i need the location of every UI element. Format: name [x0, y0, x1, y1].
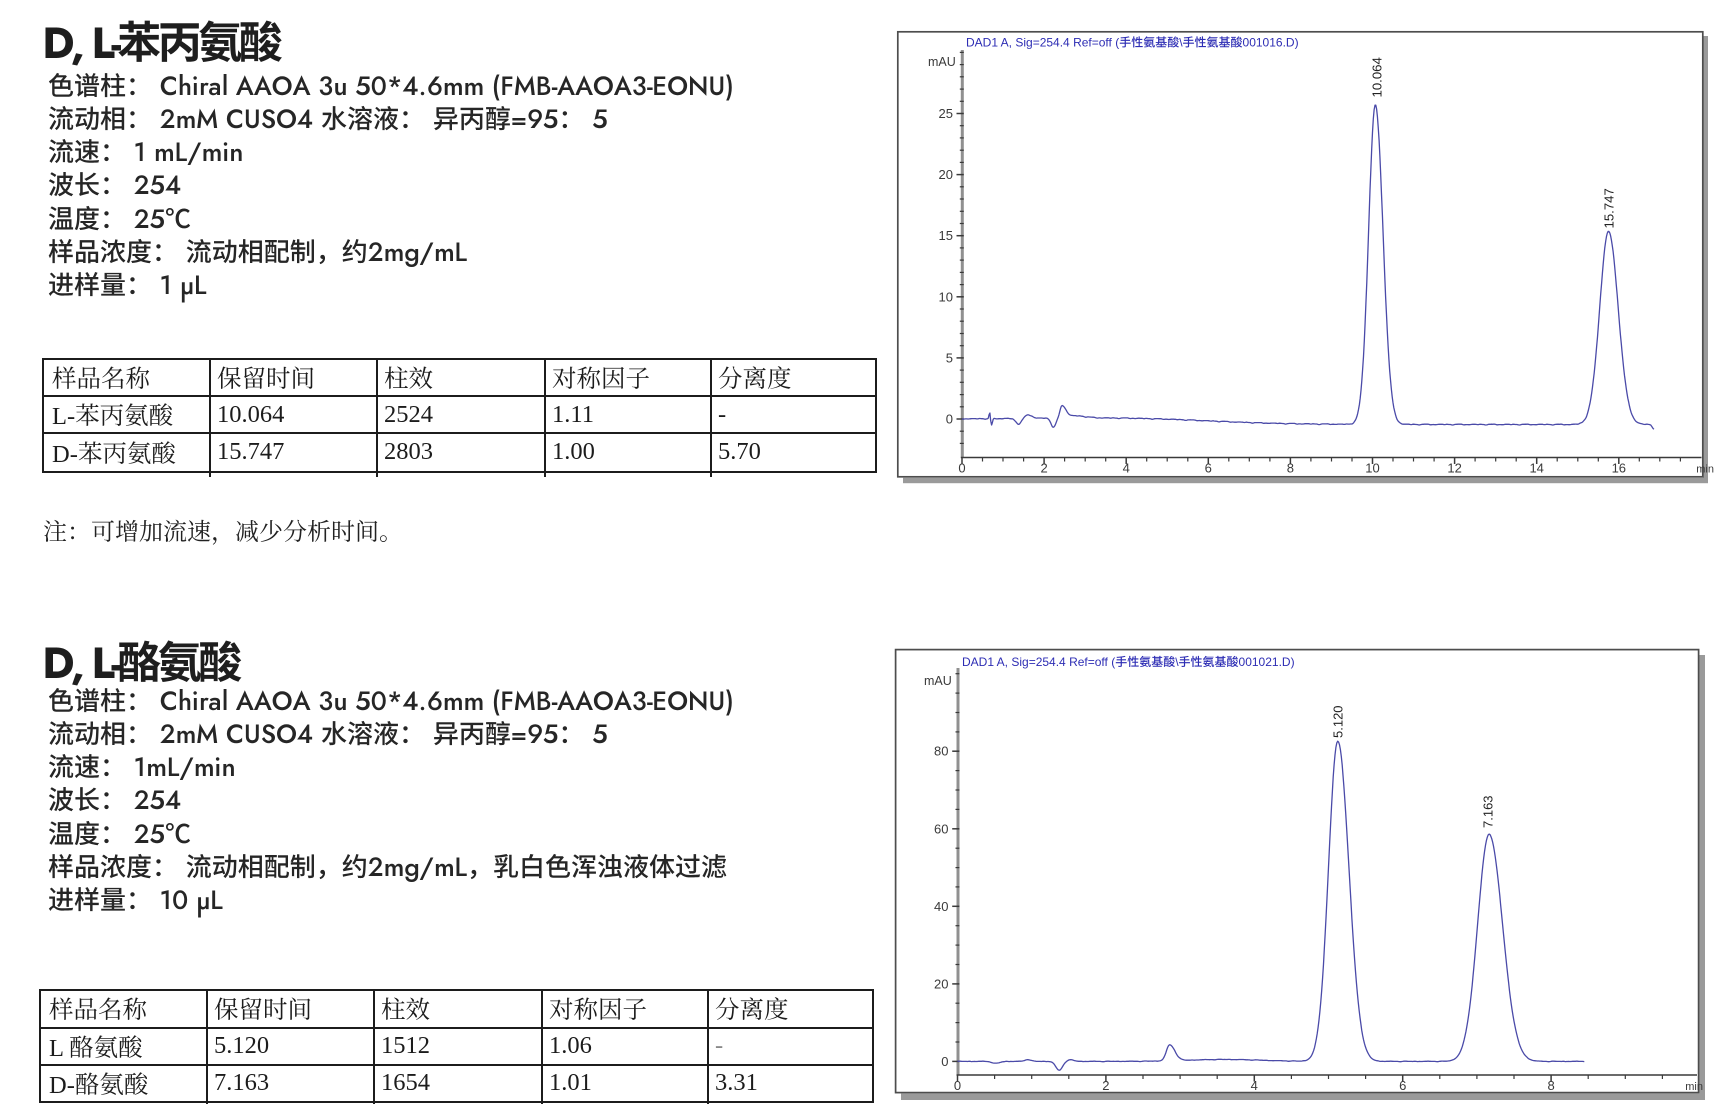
svg-text:7.163: 7.163: [1481, 795, 1496, 828]
svg-text:6: 6: [1205, 461, 1212, 476]
svg-text:16: 16: [1612, 461, 1626, 476]
svg-text:40: 40: [934, 899, 948, 914]
svg-text:25: 25: [939, 106, 953, 121]
svg-text:80: 80: [934, 744, 948, 759]
svg-text:mAU: mAU: [928, 55, 956, 69]
svg-text:DAD1 A, Sig=254.4 Ref=off (手性氨: DAD1 A, Sig=254.4 Ref=off (手性氨基酸\手性氨基酸00…: [962, 655, 1295, 669]
svg-text:0: 0: [954, 1078, 961, 1093]
svg-text:2: 2: [1102, 1078, 1109, 1093]
svg-text:4: 4: [1251, 1078, 1258, 1093]
svg-text:15: 15: [939, 228, 953, 243]
svg-text:14: 14: [1529, 461, 1543, 476]
svg-text:min: min: [1696, 464, 1714, 476]
svg-text:5.120: 5.120: [1331, 705, 1346, 738]
svg-text:2: 2: [1040, 461, 1047, 476]
svg-text:15.747: 15.747: [1602, 188, 1617, 228]
svg-text:mAU: mAU: [924, 674, 952, 688]
svg-text:min: min: [1685, 1081, 1703, 1093]
svg-text:10: 10: [1365, 461, 1379, 476]
svg-text:8: 8: [1547, 1078, 1554, 1093]
svg-text:0: 0: [958, 461, 965, 476]
svg-text:DAD1 A, Sig=254.4 Ref=off (手性氨: DAD1 A, Sig=254.4 Ref=off (手性氨基酸\手性氨基酸00…: [966, 36, 1299, 50]
svg-text:0: 0: [946, 412, 953, 427]
svg-text:20: 20: [934, 976, 948, 991]
svg-text:8: 8: [1287, 461, 1294, 476]
svg-text:6: 6: [1399, 1078, 1406, 1093]
svg-text:60: 60: [934, 821, 948, 836]
svg-text:5: 5: [946, 350, 953, 365]
svg-text:10: 10: [939, 289, 953, 304]
svg-text:10.064: 10.064: [1370, 57, 1385, 97]
svg-text:20: 20: [939, 167, 953, 182]
svg-text:4: 4: [1123, 461, 1130, 476]
svg-text:12: 12: [1447, 461, 1461, 476]
svg-text:0: 0: [941, 1054, 948, 1069]
